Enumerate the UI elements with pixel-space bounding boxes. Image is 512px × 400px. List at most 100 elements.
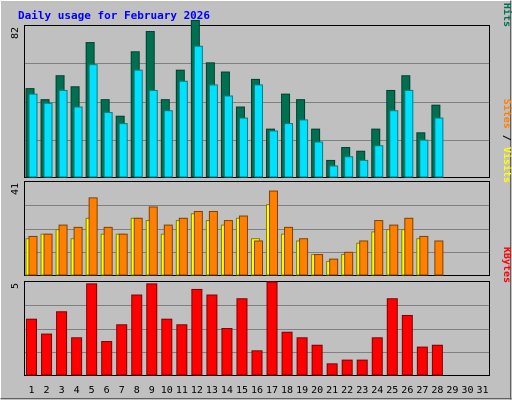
bar-kbytes-day-13 — [206, 294, 218, 376]
x-axis-labels: 1 2 3 4 5 6 7 8 9 10 11 12 13 14 15 16 17 18 19 20 21 22 23 24 2… — [29, 385, 489, 396]
bar-files-day-1 — [28, 93, 38, 178]
bar-kbytes-day-5 — [86, 283, 98, 376]
bar-sites-day-11 — [178, 217, 188, 276]
bar-sites-day-2 — [43, 233, 53, 276]
bar-kbytes-day-6 — [101, 341, 113, 376]
bar-sites-day-27 — [419, 235, 429, 276]
bar-files-day-16 — [253, 84, 263, 178]
bar-sites-day-18 — [284, 226, 294, 276]
panel-scale-label: 41 — [10, 183, 21, 195]
bar-sites-day-9 — [148, 206, 158, 276]
panel-legend: Sites / Visits — [501, 99, 512, 183]
x-tick-label-31: 31 — [476, 385, 488, 396]
series-files — [28, 45, 444, 178]
bar-kbytes-day-8 — [131, 294, 143, 376]
x-tick-label-22: 22 — [341, 385, 353, 396]
bar-files-day-17 — [269, 130, 279, 178]
panel-visits-sites: 41 Sites / Visits — [10, 99, 512, 276]
bar-sites-day-15 — [238, 215, 248, 276]
bar-sites-day-19 — [299, 238, 309, 276]
bar-sites-day-23 — [359, 240, 369, 276]
bar-files-day-5 — [88, 64, 98, 178]
bar-kbytes-day-17 — [266, 281, 278, 376]
bar-kbytes-day-27 — [416, 346, 428, 376]
series-kbytes — [26, 281, 443, 376]
bar-files-day-20 — [314, 141, 324, 178]
bar-sites-day-16 — [253, 240, 263, 276]
bar-files-day-25 — [389, 110, 399, 178]
bar-sites-day-13 — [208, 210, 218, 276]
x-tick-label-13: 13 — [206, 385, 218, 396]
x-tick-label-21: 21 — [326, 385, 338, 396]
bar-kbytes-day-12 — [191, 288, 203, 376]
bar-sites-day-5 — [88, 197, 98, 276]
x-tick-label-16: 16 — [251, 385, 263, 396]
x-tick-label-1: 1 — [29, 385, 35, 396]
bar-kbytes-day-4 — [71, 337, 83, 376]
x-tick-label-6: 6 — [104, 385, 110, 396]
legend-entry-kbytes: KBytes — [501, 247, 512, 283]
bar-files-day-18 — [284, 123, 294, 178]
x-tick-label-11: 11 — [176, 385, 188, 396]
bar-kbytes-day-24 — [371, 337, 383, 376]
bar-files-day-22 — [344, 156, 354, 178]
bar-kbytes-day-15 — [236, 298, 248, 376]
x-tick-label-14: 14 — [221, 385, 233, 396]
bar-kbytes-day-7 — [116, 324, 128, 376]
bar-sites-day-26 — [404, 217, 414, 276]
bar-kbytes-day-2 — [41, 333, 53, 376]
x-tick-label-9: 9 — [149, 385, 155, 396]
bar-kbytes-day-25 — [386, 298, 398, 376]
panel-legend: KBytes — [501, 247, 512, 283]
bar-sites-day-25 — [389, 224, 399, 276]
x-tick-label-10: 10 — [161, 385, 173, 396]
x-tick-label-4: 4 — [74, 385, 80, 396]
x-tick-label-7: 7 — [119, 385, 125, 396]
bar-files-day-4 — [73, 106, 83, 178]
bar-files-day-11 — [178, 80, 188, 178]
bar-sites-day-14 — [223, 220, 233, 276]
legend-entry-visits: Visits — [501, 147, 512, 183]
x-tick-label-24: 24 — [371, 385, 383, 396]
x-tick-label-17: 17 — [266, 385, 278, 396]
legend-entry-sites: Sites — [501, 99, 512, 129]
bar-sites-day-7 — [118, 233, 128, 276]
bar-kbytes-day-16 — [251, 350, 263, 376]
chart-panels: 82 Pages / Files / Hits 41 Sites / Visits 5 K… — [10, 0, 512, 376]
x-tick-label-2: 2 — [44, 385, 50, 396]
bar-sites-day-28 — [434, 240, 444, 276]
bar-sites-day-17 — [269, 190, 279, 276]
bar-kbytes-day-10 — [161, 318, 173, 376]
bar-files-day-23 — [359, 159, 369, 178]
panel-scale-label: 5 — [10, 283, 21, 289]
bar-files-day-6 — [103, 112, 113, 178]
x-tick-label-5: 5 — [89, 385, 95, 396]
bar-kbytes-day-22 — [341, 359, 353, 376]
x-tick-label-15: 15 — [236, 385, 248, 396]
bar-kbytes-day-20 — [311, 344, 323, 376]
bar-sites-day-3 — [58, 224, 68, 276]
bar-kbytes-day-11 — [176, 324, 188, 376]
bar-kbytes-day-21 — [326, 363, 338, 376]
bar-sites-day-1 — [28, 235, 38, 276]
x-tick-label-29: 29 — [446, 385, 458, 396]
x-tick-label-12: 12 — [191, 385, 203, 396]
bar-files-day-7 — [118, 123, 128, 178]
bar-kbytes-day-19 — [296, 337, 308, 376]
panel-scale-label: 82 — [10, 27, 21, 39]
bar-kbytes-day-23 — [356, 359, 368, 376]
bar-sites-day-21 — [329, 258, 339, 276]
bar-files-day-14 — [223, 95, 233, 178]
x-tick-label-20: 20 — [311, 385, 323, 396]
bar-files-day-9 — [148, 89, 158, 178]
bar-files-day-10 — [163, 110, 173, 178]
bar-kbytes-day-28 — [431, 344, 443, 376]
x-tick-label-8: 8 — [134, 385, 140, 396]
x-tick-label-26: 26 — [401, 385, 413, 396]
x-tick-label-30: 30 — [461, 385, 473, 396]
x-tick-label-18: 18 — [281, 385, 293, 396]
series-sites — [28, 190, 444, 276]
bar-sites-day-22 — [344, 251, 354, 276]
